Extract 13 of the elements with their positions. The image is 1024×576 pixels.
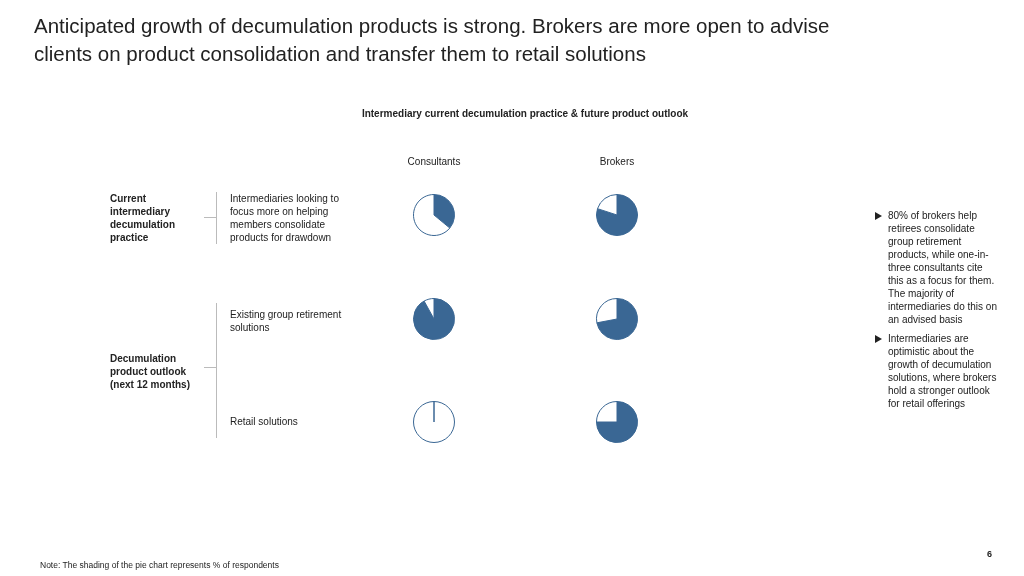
category-label: Consultants bbox=[406, 155, 462, 168]
text: Decumulation product outlook (next 12 months) bbox=[110, 352, 191, 391]
text: 80% of brokers help retirees consolidate group retirement products, while one-in-three consultants cite this as a focus for them. The majority of intermediaries do this on an advised basis bbox=[888, 210, 997, 325]
text: Note: The shading of the pie chart represents % of respondents bbox=[40, 560, 279, 571]
category-label: Retail solutions bbox=[230, 416, 298, 427]
text: Intermediaries are optimistic about the growth of decumulation solutions, where brokers hold a stronger outlook for retail offerings bbox=[888, 332, 998, 410]
category-label: Brokers bbox=[598, 155, 636, 168]
text: Intermediary current decumulation practice & future product outlook bbox=[360, 107, 690, 120]
category-label: Intermediaries looking to focus more on helping members consolidate products for drawdown bbox=[230, 193, 339, 243]
text: Anticipated growth of decumulation products is strong. Brokers are more open to advise clients on product consolidation and transfer them to retail solutions bbox=[34, 13, 831, 67]
text: 6 bbox=[986, 548, 992, 561]
text: Current intermediary decumulation practice bbox=[110, 192, 176, 244]
category-label: Existing group retirement solutions bbox=[230, 309, 342, 333]
